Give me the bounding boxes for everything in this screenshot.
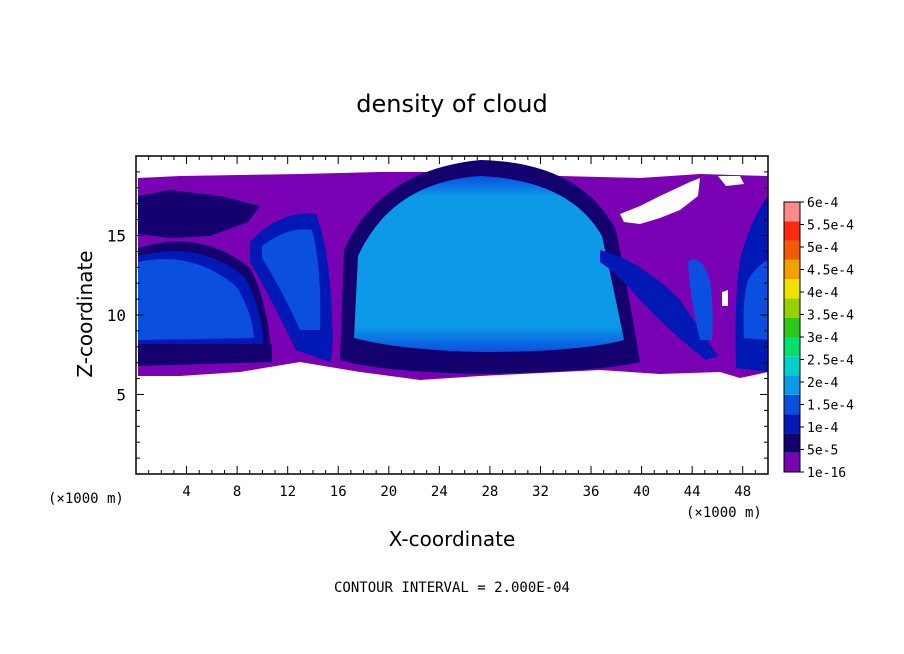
colorbar-segment xyxy=(784,221,800,241)
left-plume-core xyxy=(262,229,321,330)
clear-patch xyxy=(722,290,728,306)
colorbar-label: 3.5e-4 xyxy=(807,309,854,324)
colorbar-segment xyxy=(784,433,800,453)
colorbar-label: 5.5e-4 xyxy=(807,219,854,234)
x-tick-label: 12 xyxy=(279,484,296,500)
x-tick-label: 44 xyxy=(684,484,701,500)
colorbar-label: 5e-4 xyxy=(807,241,838,256)
x-tick-label: 48 xyxy=(734,484,751,500)
clear-patch xyxy=(620,178,700,224)
upper-dark-band xyxy=(138,190,260,238)
y-axis: 5 10 15 xyxy=(107,171,768,459)
left-cloud-base xyxy=(138,344,272,362)
x-unit-right: (×1000 m) xyxy=(686,505,762,521)
colorbar-label: 2e-4 xyxy=(807,376,838,391)
x-tick-label: 28 xyxy=(481,484,498,500)
colorbar-segment xyxy=(784,375,800,395)
colorbar-segment xyxy=(784,298,800,318)
clear-patch xyxy=(718,176,744,186)
x-tick-label: 36 xyxy=(583,484,600,500)
colorbar-segment xyxy=(784,414,800,434)
right-plume-2 xyxy=(688,259,713,340)
x-tick-label: 4 xyxy=(182,484,190,500)
x-tick-label: 16 xyxy=(330,484,347,500)
x-axis-label: X-coordinate xyxy=(389,527,516,551)
colorbar-label: 3e-4 xyxy=(807,331,838,346)
central-dome-core xyxy=(354,176,624,352)
x-tick-label: 40 xyxy=(633,484,650,500)
plot-area xyxy=(138,160,768,380)
x-tick-label: 32 xyxy=(532,484,549,500)
colorbar-label: 6e-4 xyxy=(807,196,838,211)
colorbar-label: 4.5e-4 xyxy=(807,264,854,279)
y-tick-label: 15 xyxy=(107,227,126,246)
far-right-core-inner xyxy=(743,260,768,340)
y-tick-label: 5 xyxy=(116,386,126,405)
colorbar-segment xyxy=(784,279,800,299)
colorbar-label: 2.5e-4 xyxy=(807,354,854,369)
colorbar-segment xyxy=(784,394,800,415)
x-tick-label: 24 xyxy=(431,484,448,500)
colorbar-segment xyxy=(784,337,800,357)
colorbar-segment xyxy=(784,356,800,376)
colorbar-label: 4e-4 xyxy=(807,286,838,301)
colorbar-segment xyxy=(784,240,800,260)
colorbar-label: 1e-4 xyxy=(807,421,838,436)
right-plume xyxy=(600,250,718,360)
colorbar-segment xyxy=(784,259,800,280)
left-cloud-core xyxy=(138,259,254,340)
colorbar-segment xyxy=(784,452,800,472)
x-tick-label: 20 xyxy=(380,484,397,500)
colorbar-label: 1e-16 xyxy=(807,466,846,481)
contour-interval-footer: CONTOUR INTERVAL = 2.000E-04 xyxy=(334,580,570,596)
x-tick-label: 8 xyxy=(233,484,241,500)
colorbar-segment xyxy=(784,317,800,337)
colorbar: 1e-16 5e-5 1e-4 1.5e-4 2e-4 2.5e-4 3e-4 3.5e-4 4… xyxy=(783,196,854,481)
colorbar-segment xyxy=(784,202,800,222)
x-axis: 4 8 12 16 20 24 28 32 36 40 44 48 xyxy=(148,156,756,500)
y-tick-label: 10 xyxy=(107,306,126,325)
colorbar-label: 1.5e-4 xyxy=(807,399,854,414)
x-unit-left: (×1000 m) xyxy=(48,491,124,507)
chart-title: density of cloud xyxy=(356,90,547,118)
y-axis-label: Z-coordinate xyxy=(73,250,97,377)
colorbar-label: 5e-5 xyxy=(807,444,838,459)
